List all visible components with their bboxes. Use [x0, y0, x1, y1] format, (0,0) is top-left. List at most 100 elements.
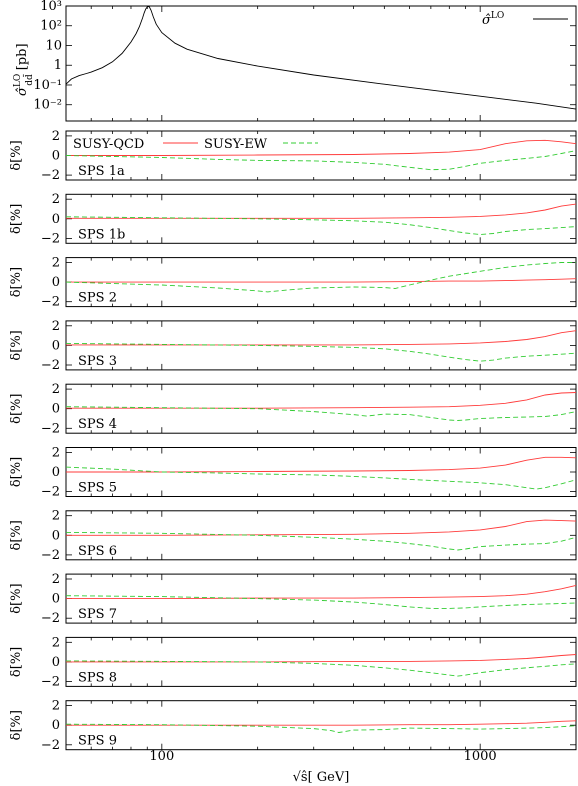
y-tick-label: 2 [52, 256, 60, 271]
series-lines [65, 5, 577, 110]
y-tick-label: 0 [52, 275, 60, 290]
y-tick-label: 2 [52, 509, 60, 524]
susy-legend: SUSY-QCD SUSY-EW [73, 137, 318, 152]
y-tick-label: 10⁻¹ [33, 78, 62, 93]
legend-label: σ̂LO [482, 11, 504, 28]
y-tick-label: 2 [52, 382, 60, 397]
cross-section-panel: 10³ 10² 10 1 10⁻¹ 10⁻² σ̂LO dd̄[pb] σ̂LO [13, 0, 577, 122]
y-axis-label: δ[%] [9, 330, 24, 360]
panel-frame [65, 383, 577, 434]
panel-label: SPS 3 [78, 354, 117, 369]
panel-frame [65, 320, 577, 371]
y-tick-label: 1 [54, 58, 62, 73]
x-tick-label: 1000 [464, 749, 497, 764]
delta-panel: 2 0 −2 SPS 1a δ[%] [9, 129, 577, 183]
susy-ew-line [65, 595, 577, 609]
y-tick-label: −2 [41, 485, 60, 500]
y-tick-label: 0 [52, 402, 60, 417]
susy-ew-line [65, 466, 577, 490]
y-axis-label: δ[%] [9, 394, 24, 424]
y-tick-label: −2 [41, 675, 60, 690]
legend: σ̂LO [482, 11, 568, 28]
legend-label-susy-qcd: SUSY-QCD [73, 137, 144, 152]
delta-panel: 2 0 −2 SPS 4 δ[%] [9, 382, 577, 436]
y-tick-label: −2 [41, 421, 60, 436]
susy-ew-line [65, 262, 576, 293]
delta-panels: 2 0 −2 SPS 1a δ[%] 2 0 −2 SPS 1b δ[%] 2 0 −2 SPS 2 δ[%… [9, 129, 577, 753]
y-tick-label: −2 [41, 548, 60, 563]
y-tick-label: −2 [41, 738, 60, 753]
delta-panel: 2 0 −2 SPS 5 δ[%] [9, 445, 577, 500]
delta-panel: 2 0 −2 SPS 2 δ[%] [9, 256, 577, 310]
susy-qcd-line [66, 654, 577, 663]
susy-qcd-line [66, 720, 577, 726]
y-tick-label: −2 [41, 611, 60, 626]
y-axis-label: δ[%] [9, 647, 24, 677]
y-tick-label: 0 [52, 655, 60, 670]
y-tick-label: 10³ [40, 0, 62, 14]
legend-label-susy-ew: SUSY-EW [204, 137, 268, 152]
susy-ew-line [65, 531, 577, 551]
y-tick-label: −2 [41, 168, 60, 183]
panel-label: SPS 4 [78, 417, 117, 432]
susy-qcd-line [66, 139, 577, 156]
y-tick-label: 2 [52, 635, 60, 650]
sigma-lo-line [65, 5, 577, 110]
y-tick-label: 0 [52, 212, 60, 227]
susy-qcd-line [66, 456, 577, 473]
panel-label: SPS 7 [78, 607, 117, 622]
x-axis-label: √ŝ[ GeV] [293, 770, 350, 785]
panel-label: SPS 8 [78, 670, 117, 685]
y-tick-label: 2 [52, 699, 60, 714]
y-tick-label: −2 [41, 358, 60, 373]
susy-ew-line [65, 723, 577, 733]
susy-ew-line [65, 216, 577, 235]
delta-panel: 2 0 −2 SPS 1b δ[%] [9, 192, 577, 246]
y-tick-labels: 10³ 10² 10 1 10⁻¹ 10⁻² [33, 0, 62, 113]
y-tick-label: 10² [40, 19, 62, 34]
y-tick-label: 10 [45, 38, 62, 53]
panel-frame [65, 193, 577, 244]
susy-ew-line [65, 342, 577, 362]
y-tick-label: 0 [52, 338, 60, 353]
y-axis-label: δ[%] [9, 520, 24, 550]
panel-label: SPS 6 [78, 544, 117, 559]
y-axis-label: δ[%] [9, 710, 24, 740]
y-axis-label: δ[%] [9, 140, 24, 170]
y-tick-label: 2 [52, 192, 60, 207]
y-axis-label: δ[%] [9, 583, 24, 613]
y-axis-label: σ̂LO dd̄[pb] [13, 43, 35, 96]
y-tick-label: −2 [41, 295, 60, 310]
y-tick-label: 2 [52, 129, 60, 144]
y-tick-label: 0 [52, 465, 60, 480]
panel-label: SPS 2 [78, 291, 117, 306]
susy-qcd-line [66, 203, 577, 219]
x-tick-label: 100 [149, 749, 174, 764]
susy-ew-line [65, 150, 577, 171]
delta-panel: 2 0 −2 SPS 6 δ[%] [9, 509, 577, 563]
susy-qcd-line [66, 330, 577, 346]
susy-qcd-line [66, 278, 577, 283]
susy-ew-line [65, 406, 577, 421]
panel-label: SPS 1a [78, 164, 125, 179]
y-axis-label: δ[%] [9, 457, 24, 487]
susy-qcd-line [66, 392, 577, 409]
y-tick-label: −2 [41, 231, 60, 246]
axis-ticks [65, 5, 577, 121]
y-axis-label: δ[%] [9, 204, 24, 234]
y-axis-label: δ[%] [9, 267, 24, 297]
y-tick-label: 0 [52, 528, 60, 543]
susy-qcd-line [66, 519, 577, 536]
y-tick-label: 2 [52, 445, 60, 460]
panel-label: SPS 9 [78, 734, 117, 749]
y-tick-label: 0 [52, 718, 60, 733]
y-tick-label: 10⁻² [33, 98, 62, 113]
panel-label: SPS 5 [78, 481, 117, 496]
delta-panel: 2 0 −2 SPS 8 δ[%] [9, 635, 577, 690]
delta-panel: 2 0 −2 SPS 7 δ[%] [9, 572, 577, 626]
x-tick-labels: 100 1000 [149, 749, 496, 764]
y-tick-label: 0 [52, 149, 60, 164]
y-tick-label: 2 [52, 319, 60, 334]
panel-frame [65, 5, 577, 122]
